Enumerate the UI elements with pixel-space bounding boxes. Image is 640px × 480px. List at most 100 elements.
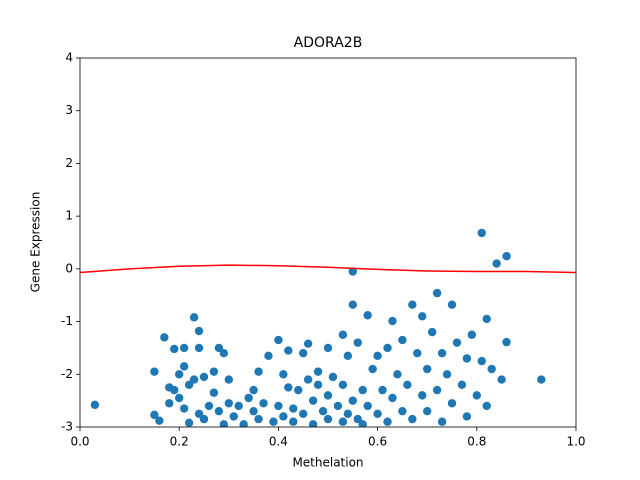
scatter-point bbox=[358, 385, 367, 395]
scatter-point bbox=[175, 393, 184, 403]
scatter-point bbox=[437, 349, 447, 358]
scatter-point bbox=[358, 420, 367, 427]
scatter-point bbox=[170, 344, 179, 354]
scatter-point bbox=[199, 414, 209, 424]
scatter-point bbox=[214, 343, 224, 353]
scatter-point bbox=[165, 399, 174, 408]
scatter-point bbox=[289, 404, 298, 413]
scatter-point bbox=[170, 385, 179, 395]
scatter-point bbox=[333, 401, 343, 411]
scatter-point bbox=[189, 313, 199, 322]
scatter-point bbox=[150, 367, 159, 376]
scatter-point bbox=[239, 420, 248, 427]
scatter-point bbox=[204, 401, 214, 411]
scatter-point bbox=[378, 385, 387, 395]
scatter-point bbox=[224, 399, 233, 408]
scatter-point bbox=[408, 414, 417, 424]
scatter-point bbox=[323, 391, 333, 400]
y-axis-label: Gene Expression bbox=[29, 192, 43, 293]
scatter-point bbox=[249, 385, 258, 395]
scatter-point bbox=[209, 367, 219, 376]
scatter-point bbox=[452, 338, 462, 347]
scatter-point bbox=[348, 300, 357, 309]
scatter-point bbox=[269, 417, 278, 426]
scatter-point bbox=[368, 364, 377, 374]
scatter-point bbox=[482, 314, 491, 324]
scatter-point bbox=[383, 343, 392, 353]
scatter-point bbox=[229, 412, 238, 421]
scatter-point bbox=[388, 393, 397, 403]
scatter-point bbox=[353, 338, 362, 347]
scatter-point bbox=[432, 385, 442, 395]
scatter-point bbox=[403, 380, 412, 390]
scatter-point bbox=[219, 349, 229, 358]
scatter-point bbox=[299, 409, 308, 419]
scatter-point bbox=[254, 367, 263, 376]
scatter-point bbox=[457, 380, 467, 390]
scatter-point bbox=[294, 385, 303, 395]
scatter-point bbox=[194, 326, 204, 336]
scatter-point bbox=[462, 354, 472, 363]
scatter-point bbox=[194, 343, 204, 353]
scatter-point bbox=[224, 375, 233, 384]
scatter-point bbox=[160, 333, 169, 342]
scatter-point bbox=[348, 396, 357, 405]
scatter-point bbox=[537, 375, 546, 384]
scatter-point bbox=[184, 418, 194, 427]
scatter-point bbox=[462, 412, 472, 421]
scatter-point bbox=[179, 362, 189, 371]
scatter-point bbox=[264, 351, 273, 361]
scatter-point bbox=[418, 312, 427, 321]
scatter-point bbox=[179, 343, 189, 353]
scatter-point bbox=[447, 399, 457, 408]
scatter-point bbox=[388, 316, 397, 326]
scatter-point bbox=[308, 396, 318, 405]
scatter-point bbox=[259, 399, 268, 408]
scatter-point bbox=[502, 252, 511, 261]
y-tick-label: -1 bbox=[61, 314, 73, 328]
scatter-point bbox=[323, 343, 333, 353]
scatter-point bbox=[209, 388, 219, 397]
scatter-point bbox=[308, 420, 318, 427]
scatter-point bbox=[274, 401, 283, 411]
scatter-point bbox=[244, 393, 253, 403]
scatter-point bbox=[497, 375, 506, 384]
x-tick-label: 0.0 bbox=[70, 435, 89, 449]
scatter-point bbox=[393, 370, 402, 379]
scatter-point bbox=[338, 330, 348, 339]
y-tick-label: 3 bbox=[65, 103, 73, 117]
scatter-point bbox=[284, 383, 293, 392]
scatter-point bbox=[279, 370, 288, 379]
scatter-point bbox=[398, 335, 407, 345]
axes-frame bbox=[79, 57, 577, 428]
scatter-point bbox=[338, 380, 348, 390]
scatter-point bbox=[423, 364, 432, 374]
scatter-point bbox=[353, 414, 362, 424]
x-tick-label: 1.0 bbox=[566, 435, 585, 449]
scatter-point bbox=[492, 259, 501, 268]
scatter-point bbox=[219, 420, 229, 427]
scatter-point bbox=[442, 370, 452, 379]
scatter-point bbox=[90, 400, 100, 410]
scatter-point bbox=[383, 417, 392, 426]
scatter-point bbox=[348, 267, 357, 276]
scatter-point bbox=[408, 300, 417, 309]
scatter-point bbox=[189, 375, 199, 384]
scatter-point bbox=[318, 406, 328, 416]
scatter-point bbox=[477, 356, 486, 366]
scatter-point bbox=[423, 406, 432, 416]
scatter-point bbox=[279, 412, 288, 421]
scatter-point bbox=[313, 367, 323, 376]
scatter-point bbox=[328, 372, 338, 382]
x-axis-label: Methelation bbox=[292, 456, 363, 470]
scatter-point bbox=[299, 349, 308, 358]
x-tick-label: 0.6 bbox=[368, 435, 387, 449]
scatter-point bbox=[303, 339, 313, 348]
scatter-point bbox=[343, 351, 353, 361]
y-tick-label: -3 bbox=[61, 420, 73, 434]
chart-title: ADORA2B bbox=[294, 35, 363, 51]
scatter-point bbox=[482, 401, 491, 411]
scatter-point bbox=[437, 417, 447, 426]
